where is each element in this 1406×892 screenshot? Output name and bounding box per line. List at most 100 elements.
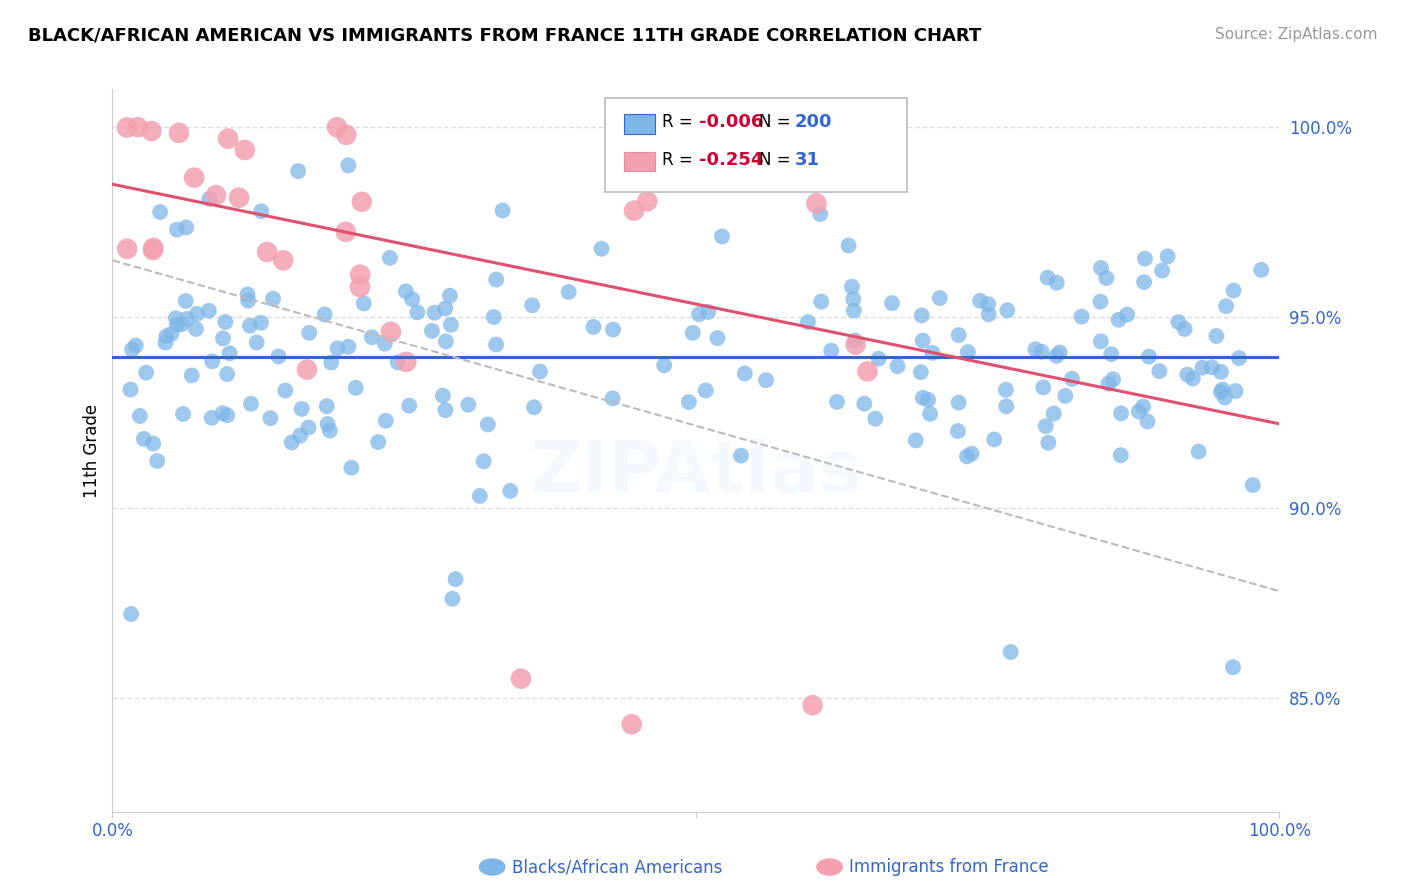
Point — [1095, 271, 1118, 285]
Point — [228, 191, 250, 205]
Point — [695, 384, 717, 398]
Point — [125, 338, 148, 352]
Point — [387, 355, 409, 369]
Point — [911, 391, 934, 405]
Point — [214, 315, 236, 329]
Point — [491, 203, 513, 218]
Point — [1097, 376, 1119, 391]
Point — [1205, 329, 1227, 343]
Point — [956, 345, 979, 359]
Point — [141, 124, 163, 138]
Point — [1241, 478, 1264, 492]
Point — [378, 251, 401, 265]
Point — [246, 335, 269, 350]
Point — [1128, 404, 1150, 418]
Point — [440, 318, 463, 332]
Point — [1132, 400, 1154, 414]
Point — [911, 334, 934, 348]
Point — [842, 292, 865, 306]
Point — [457, 398, 479, 412]
Point — [337, 158, 360, 172]
Point — [1090, 260, 1112, 275]
Point — [856, 364, 879, 378]
Point — [1109, 406, 1132, 420]
Point — [121, 343, 143, 357]
Y-axis label: 11th Grade: 11th Grade — [83, 403, 101, 498]
Point — [1227, 351, 1250, 365]
Point — [880, 296, 903, 310]
Point — [845, 337, 868, 351]
Point — [256, 245, 278, 260]
Point — [1046, 276, 1069, 290]
Point — [380, 325, 402, 339]
Point — [948, 328, 970, 343]
Point — [155, 335, 177, 350]
Point — [636, 194, 658, 209]
Point — [1060, 372, 1083, 386]
Point — [994, 383, 1017, 397]
Point — [928, 291, 950, 305]
Point — [1152, 263, 1174, 277]
Point — [319, 424, 342, 438]
Point — [865, 411, 887, 425]
Point — [1250, 263, 1272, 277]
Point — [730, 449, 752, 463]
Point — [918, 407, 941, 421]
Point — [170, 318, 193, 332]
Point — [523, 401, 546, 415]
Point — [142, 436, 165, 450]
Point — [806, 196, 828, 211]
Point — [295, 362, 318, 376]
Point — [259, 411, 281, 425]
Point — [838, 238, 860, 252]
Point — [472, 454, 495, 468]
Point — [1215, 299, 1237, 313]
Point — [910, 365, 932, 379]
Point — [710, 229, 733, 244]
Point — [921, 346, 943, 360]
Point — [1133, 252, 1156, 266]
Point — [956, 450, 979, 464]
Point — [287, 164, 309, 178]
Point — [477, 417, 499, 432]
Text: -0.254: -0.254 — [699, 151, 763, 169]
Point — [180, 368, 202, 383]
Point — [120, 383, 142, 397]
Text: R =: R = — [662, 113, 699, 131]
Point — [1149, 364, 1171, 378]
Point — [1031, 344, 1053, 359]
Point — [1211, 383, 1233, 397]
Point — [844, 334, 866, 348]
Point — [239, 397, 262, 411]
Point — [734, 367, 756, 381]
Text: 31: 31 — [794, 151, 820, 169]
Point — [262, 292, 284, 306]
Point — [591, 242, 613, 256]
Point — [167, 126, 190, 140]
Text: -0.006: -0.006 — [699, 113, 763, 131]
Point — [1187, 444, 1209, 458]
Point — [201, 354, 224, 368]
Point — [948, 395, 970, 409]
Point — [520, 298, 543, 312]
Text: N =: N = — [759, 113, 796, 131]
Point — [995, 399, 1018, 413]
Point — [1222, 284, 1244, 298]
Point — [291, 401, 314, 416]
Point — [344, 381, 367, 395]
Point — [1222, 660, 1244, 674]
Point — [184, 322, 207, 336]
Point — [1070, 310, 1092, 324]
Point — [485, 337, 508, 351]
Point — [218, 346, 240, 360]
Point — [166, 222, 188, 236]
Point — [212, 331, 235, 345]
Point — [423, 306, 446, 320]
Point — [652, 358, 675, 372]
Point — [335, 128, 357, 142]
Point — [946, 424, 969, 438]
Point — [233, 143, 256, 157]
Point — [1090, 334, 1112, 349]
Point — [398, 399, 420, 413]
Text: Source: ZipAtlas.com: Source: ZipAtlas.com — [1215, 27, 1378, 42]
